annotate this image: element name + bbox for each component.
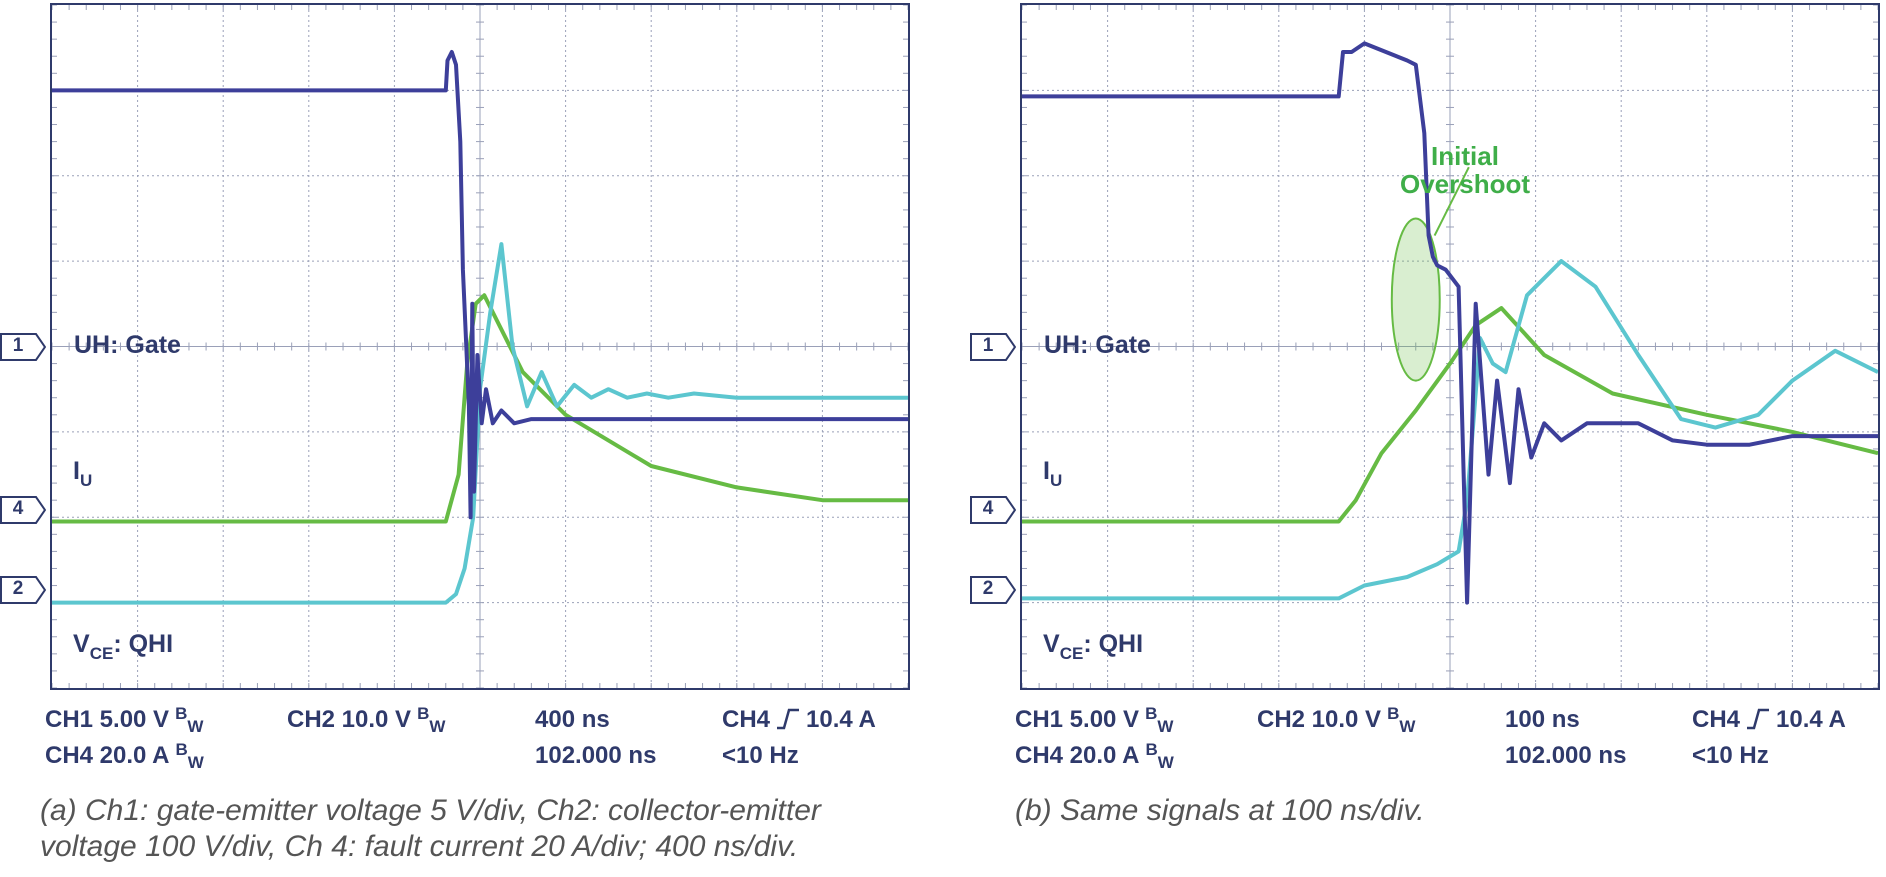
trigger-readout: CH4 10.4 A	[722, 706, 876, 734]
ch2-marker: 2	[970, 576, 1016, 604]
bw-w: W	[1157, 717, 1174, 736]
caption-b-line1: (b) Same signals at 100 ns/div.	[1015, 794, 1425, 827]
ch4-scale: CH4 20.0 A	[1015, 742, 1140, 769]
ch4-scale: CH4 20.0 A	[45, 742, 170, 769]
vce-label-main: V	[1043, 630, 1060, 658]
vce-label-sub: CE	[1059, 644, 1084, 663]
trigger-readout: CH4 10.4 A	[1692, 706, 1846, 734]
delay-readout: 102.000 ns	[1505, 742, 1627, 769]
trigger-channel: CH4	[1692, 706, 1741, 733]
gate-label: UH: Gate	[1044, 331, 1151, 359]
scope-screen-b	[1020, 3, 1880, 690]
ch1-scale: CH1 5.00 V	[1015, 706, 1140, 733]
scope-panel-a: 1 4 2 UH: Gate IU VCE: QHI CH1 5.00 V BW …	[0, 0, 910, 877]
ch1-readout: CH1 5.00 V BW	[1015, 704, 1174, 736]
current-trace	[52, 293, 908, 524]
caption-a-line1: (a) Ch1: gate-emitter voltage 5 V/div, C…	[40, 794, 821, 827]
vce-label-tail: : QHI	[113, 630, 174, 658]
trigger-level: 10.4 A	[806, 706, 876, 733]
current-label-main: I	[1043, 457, 1050, 485]
bw-b: B	[1387, 704, 1400, 723]
ch1-marker: 1	[970, 333, 1016, 361]
current-label: IU	[1043, 457, 1062, 490]
ch2-scale: CH2 10.0 V	[1257, 706, 1382, 733]
ch2-readout: CH2 10.0 V BW	[287, 704, 446, 736]
ch4-marker: 4	[970, 496, 1016, 524]
scope-plot-a	[52, 5, 908, 688]
overshoot-ellipse	[1390, 217, 1441, 382]
caption-a-line2: voltage 100 V/div, Ch 4: fault current 2…	[40, 830, 799, 863]
vce-trace	[52, 242, 908, 605]
bw-b: B	[1145, 740, 1158, 759]
vce-label: VCE: QHI	[1043, 630, 1144, 663]
ch1-readout: CH1 5.00 V BW	[45, 704, 204, 736]
scope-screen-a	[50, 3, 910, 690]
ch2-readout: CH2 10.0 V BW	[1257, 704, 1416, 736]
ch1-scale: CH1 5.00 V	[45, 706, 170, 733]
ch4-marker: 4	[0, 496, 46, 524]
current-label: IU	[73, 457, 92, 490]
bw-b: B	[175, 740, 188, 759]
bw-w: W	[187, 717, 204, 736]
gate-trace	[52, 50, 908, 520]
bw-b: B	[1145, 704, 1158, 723]
current-label-sub: U	[79, 471, 93, 490]
ch2-scale: CH2 10.0 V	[287, 706, 412, 733]
vce-label-main: V	[73, 630, 90, 658]
vce-label-sub: CE	[89, 644, 114, 663]
overshoot-pointer	[1433, 166, 1470, 236]
ch2-marker: 2	[0, 576, 46, 604]
caption-a: (a) Ch1: gate-emitter voltage 5 V/div, C…	[40, 793, 900, 865]
trigger-channel: CH4	[722, 706, 771, 733]
trigger-freq-readout: <10 Hz	[1692, 742, 1769, 769]
bw-w: W	[429, 717, 446, 736]
annotation-line2: Overshoot	[1399, 169, 1531, 199]
delay-readout: 102.000 ns	[535, 742, 657, 769]
initial-overshoot-annotation: Initial Overshoot	[1380, 142, 1550, 198]
current-label-sub: U	[1049, 471, 1063, 490]
ch4-readout: CH4 20.0 A BW	[1015, 740, 1174, 772]
gate-trace	[1022, 41, 1878, 605]
bw-b: B	[417, 704, 430, 723]
bw-w: W	[187, 753, 204, 772]
bw-w: W	[1399, 717, 1416, 736]
ch4-readout: CH4 20.0 A BW	[45, 740, 204, 772]
annotation-line1: Initial	[1431, 141, 1499, 171]
rising-edge-icon	[1747, 708, 1770, 730]
scope-plot-b	[1022, 5, 1878, 688]
rising-edge-icon	[777, 708, 800, 730]
timebase-readout: 100 ns	[1505, 706, 1580, 733]
current-label-main: I	[73, 457, 80, 485]
scope-panel-b: 1 4 2 UH: Gate IU VCE: QHI Initial Overs…	[970, 0, 1880, 877]
bw-b: B	[175, 704, 188, 723]
graticule	[52, 5, 908, 688]
ch1-marker: 1	[0, 333, 46, 361]
vce-trace	[1022, 259, 1878, 601]
caption-b: (b) Same signals at 100 ns/div.	[1015, 793, 1875, 829]
vce-label-tail: : QHI	[1083, 630, 1144, 658]
trigger-level: 10.4 A	[1776, 706, 1846, 733]
bw-w: W	[1157, 753, 1174, 772]
vce-label: VCE: QHI	[73, 630, 174, 663]
gate-label: UH: Gate	[74, 331, 181, 359]
trigger-freq-readout: <10 Hz	[722, 742, 799, 769]
timebase-readout: 400 ns	[535, 706, 610, 733]
